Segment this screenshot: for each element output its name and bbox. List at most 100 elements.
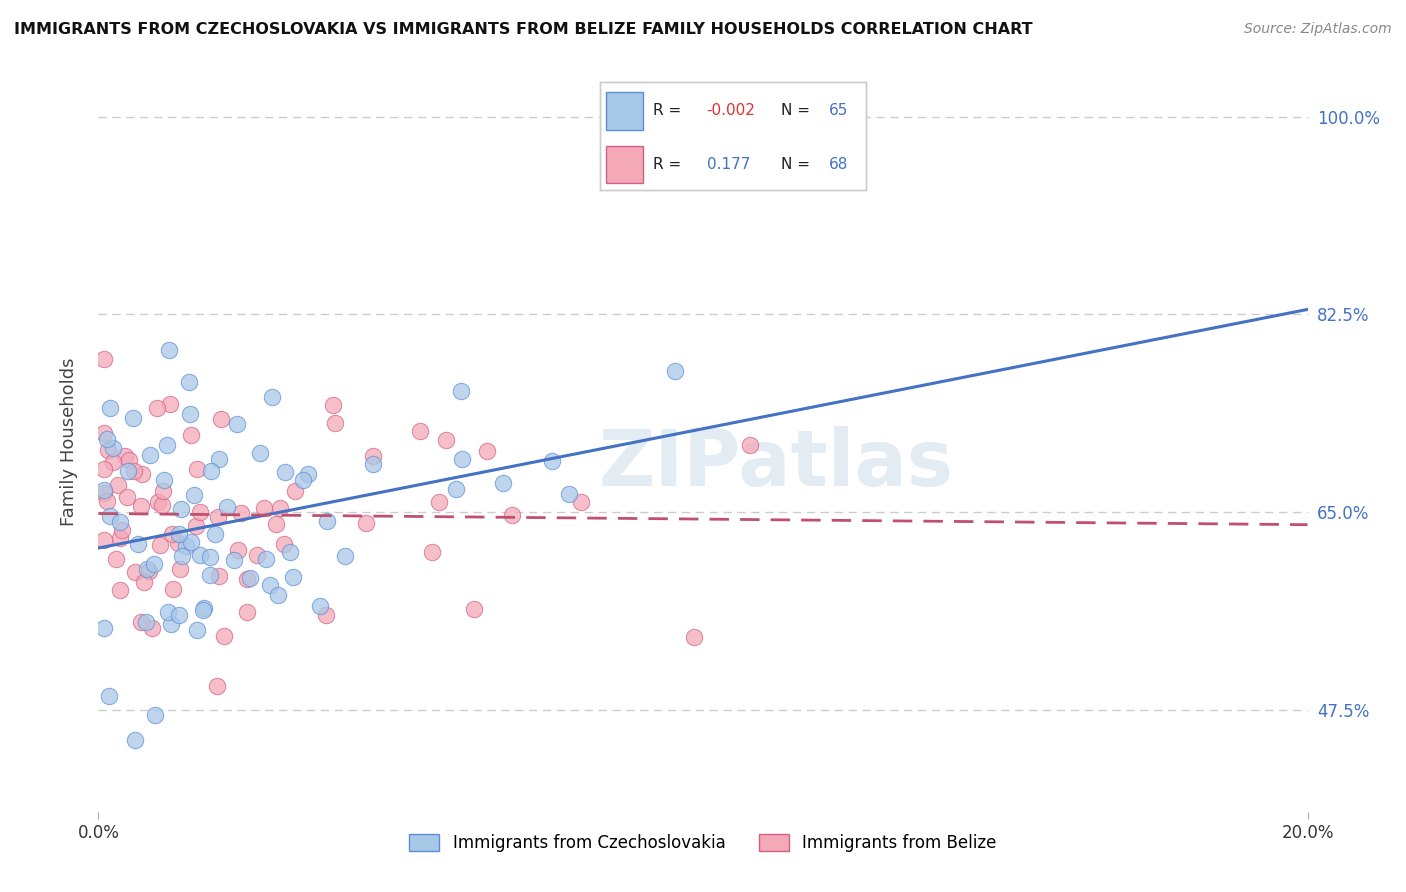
Point bbox=[96, 432, 118, 446]
Point bbox=[215, 500, 238, 514]
Point bbox=[172, 549, 194, 563]
Point bbox=[308, 599, 330, 614]
Point bbox=[93, 533, 115, 547]
Point bbox=[145, 401, 167, 416]
Point bbox=[446, 482, 468, 496]
Point bbox=[179, 376, 201, 390]
Point bbox=[253, 501, 276, 516]
Point bbox=[138, 564, 160, 578]
Point bbox=[259, 578, 281, 592]
Point bbox=[108, 531, 131, 545]
Point bbox=[200, 550, 222, 565]
Point bbox=[93, 352, 115, 367]
Point bbox=[180, 534, 202, 549]
Point bbox=[191, 603, 214, 617]
Point bbox=[183, 488, 205, 502]
Point bbox=[186, 462, 208, 476]
Point bbox=[409, 424, 432, 438]
Point bbox=[169, 527, 191, 541]
Point bbox=[212, 629, 235, 643]
Point bbox=[200, 464, 222, 478]
Point bbox=[97, 443, 120, 458]
Point bbox=[156, 437, 179, 451]
Point bbox=[239, 571, 262, 585]
Point bbox=[114, 449, 136, 463]
Point bbox=[98, 508, 121, 523]
Point bbox=[146, 495, 169, 509]
Point bbox=[132, 574, 155, 589]
Point bbox=[179, 407, 201, 421]
Point bbox=[683, 630, 706, 644]
Point bbox=[569, 495, 592, 509]
Point bbox=[174, 539, 197, 553]
Point bbox=[322, 398, 344, 412]
Point bbox=[315, 607, 337, 622]
Point bbox=[100, 401, 122, 416]
Point bbox=[208, 569, 231, 583]
Point bbox=[122, 464, 145, 478]
Point bbox=[224, 553, 246, 567]
Point bbox=[167, 536, 190, 550]
Point bbox=[160, 527, 183, 541]
Point bbox=[434, 434, 457, 448]
Point bbox=[427, 495, 450, 509]
Point bbox=[93, 461, 115, 475]
Point bbox=[249, 446, 271, 460]
Point bbox=[361, 449, 384, 463]
Point bbox=[236, 572, 259, 586]
Point bbox=[129, 499, 152, 513]
Point bbox=[323, 416, 346, 430]
Point bbox=[136, 562, 159, 576]
Point bbox=[463, 601, 485, 615]
Point bbox=[193, 600, 215, 615]
Point bbox=[152, 484, 174, 499]
Point bbox=[107, 478, 129, 492]
Text: ZIPatlas: ZIPatlas bbox=[598, 425, 953, 502]
Point bbox=[477, 444, 499, 458]
Point bbox=[115, 490, 138, 504]
Point bbox=[143, 557, 166, 571]
Point bbox=[226, 543, 249, 558]
Point bbox=[186, 623, 208, 637]
Point bbox=[111, 523, 134, 537]
Point bbox=[557, 487, 579, 501]
Point bbox=[108, 515, 131, 529]
Point bbox=[450, 452, 472, 467]
Point bbox=[157, 605, 180, 619]
Point bbox=[740, 438, 762, 452]
Point bbox=[190, 548, 212, 562]
Point bbox=[333, 549, 356, 563]
Point bbox=[170, 502, 193, 516]
Point bbox=[162, 582, 184, 596]
Point bbox=[280, 544, 302, 558]
Point bbox=[297, 467, 319, 481]
Point bbox=[108, 582, 131, 597]
Point bbox=[363, 458, 385, 472]
Text: IMMIGRANTS FROM CZECHOSLOVAKIA VS IMMIGRANTS FROM BELIZE FAMILY HOUSEHOLDS CORRE: IMMIGRANTS FROM CZECHOSLOVAKIA VS IMMIGR… bbox=[14, 22, 1032, 37]
Point bbox=[664, 364, 686, 378]
Point bbox=[188, 504, 211, 518]
Point bbox=[180, 428, 202, 442]
Point bbox=[264, 516, 287, 531]
Point bbox=[281, 570, 304, 584]
Legend: Immigrants from Czechoslovakia, Immigrants from Belize: Immigrants from Czechoslovakia, Immigran… bbox=[402, 828, 1004, 859]
Point bbox=[97, 689, 120, 703]
Point bbox=[131, 467, 153, 482]
Point bbox=[124, 733, 146, 747]
Point bbox=[145, 708, 167, 723]
Point bbox=[207, 510, 229, 524]
Point bbox=[284, 483, 307, 498]
Point bbox=[118, 453, 141, 467]
Point bbox=[540, 454, 562, 468]
Point bbox=[93, 483, 115, 498]
Point bbox=[291, 473, 314, 487]
Point bbox=[236, 605, 259, 619]
Point bbox=[157, 343, 180, 357]
Point bbox=[93, 426, 115, 441]
Point bbox=[274, 465, 297, 479]
Point bbox=[104, 552, 127, 566]
Point bbox=[96, 493, 118, 508]
Point bbox=[131, 615, 153, 630]
Point bbox=[150, 499, 173, 513]
Point bbox=[186, 518, 208, 533]
